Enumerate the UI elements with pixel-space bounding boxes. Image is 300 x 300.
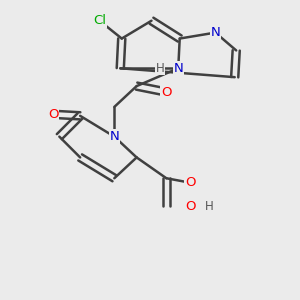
Text: Cl: Cl	[93, 14, 106, 27]
Text: H: H	[156, 62, 165, 75]
Text: O: O	[48, 108, 59, 121]
Text: N: N	[211, 26, 220, 39]
Text: O: O	[185, 176, 195, 189]
Text: N: N	[173, 62, 183, 75]
Text: O: O	[185, 200, 195, 213]
Text: N: N	[110, 130, 119, 143]
Text: O: O	[161, 85, 172, 98]
Text: H: H	[205, 200, 214, 213]
